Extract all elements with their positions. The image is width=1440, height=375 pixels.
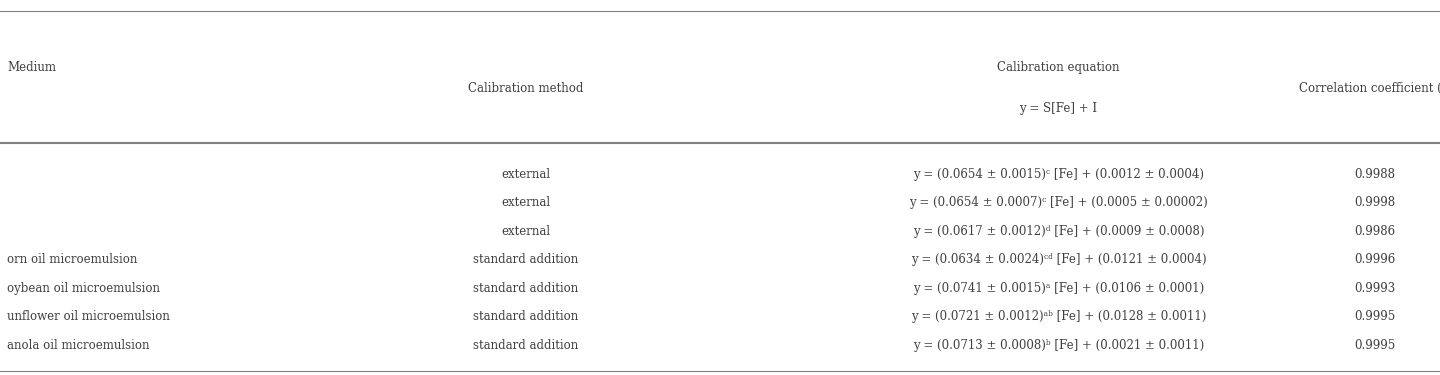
- Text: Correlation coefficient (r): Correlation coefficient (r): [1299, 82, 1440, 94]
- Text: 0.9996: 0.9996: [1355, 254, 1395, 266]
- Text: y = (0.0713 ± 0.0008)ᵇ [Fe] + (0.0021 ± 0.0011): y = (0.0713 ± 0.0008)ᵇ [Fe] + (0.0021 ± …: [913, 339, 1204, 352]
- Text: 0.9993: 0.9993: [1355, 282, 1395, 295]
- Text: 0.9986: 0.9986: [1355, 225, 1395, 238]
- Text: oybean oil microemulsion: oybean oil microemulsion: [7, 282, 160, 295]
- Text: standard addition: standard addition: [472, 310, 579, 323]
- Text: standard addition: standard addition: [472, 339, 579, 352]
- Text: 0.9995: 0.9995: [1355, 310, 1395, 323]
- Text: external: external: [501, 225, 550, 238]
- Text: unflower oil microemulsion: unflower oil microemulsion: [7, 310, 170, 323]
- Text: y = (0.0634 ± 0.0024)ᶜᵈ [Fe] + (0.0121 ± 0.0004): y = (0.0634 ± 0.0024)ᶜᵈ [Fe] + (0.0121 ±…: [910, 254, 1207, 266]
- Text: standard addition: standard addition: [472, 254, 579, 266]
- Text: Medium: Medium: [7, 61, 56, 74]
- Text: y = (0.0617 ± 0.0012)ᵈ [Fe] + (0.0009 ± 0.0008): y = (0.0617 ± 0.0012)ᵈ [Fe] + (0.0009 ± …: [913, 225, 1204, 238]
- Text: Calibration method: Calibration method: [468, 82, 583, 94]
- Text: y = (0.0654 ± 0.0015)ᶜ [Fe] + (0.0012 ± 0.0004): y = (0.0654 ± 0.0015)ᶜ [Fe] + (0.0012 ± …: [913, 168, 1204, 181]
- Text: anola oil microemulsion: anola oil microemulsion: [7, 339, 150, 352]
- Text: y = (0.0654 ± 0.0007)ᶜ [Fe] + (0.0005 ± 0.00002): y = (0.0654 ± 0.0007)ᶜ [Fe] + (0.0005 ± …: [909, 196, 1208, 209]
- Text: 0.9998: 0.9998: [1355, 196, 1395, 209]
- Text: standard addition: standard addition: [472, 282, 579, 295]
- Text: y = (0.0741 ± 0.0015)ᵃ [Fe] + (0.0106 ± 0.0001): y = (0.0741 ± 0.0015)ᵃ [Fe] + (0.0106 ± …: [913, 282, 1204, 295]
- Text: 0.9988: 0.9988: [1355, 168, 1395, 181]
- Text: external: external: [501, 196, 550, 209]
- Text: Calibration equation: Calibration equation: [996, 61, 1120, 74]
- Text: y = (0.0721 ± 0.0012)ᵃᵇ [Fe] + (0.0128 ± 0.0011): y = (0.0721 ± 0.0012)ᵃᵇ [Fe] + (0.0128 ±…: [910, 310, 1207, 323]
- Text: external: external: [501, 168, 550, 181]
- Text: orn oil microemulsion: orn oil microemulsion: [7, 254, 138, 266]
- Text: y = S[Fe] + I: y = S[Fe] + I: [1020, 102, 1097, 115]
- Text: 0.9995: 0.9995: [1355, 339, 1395, 352]
